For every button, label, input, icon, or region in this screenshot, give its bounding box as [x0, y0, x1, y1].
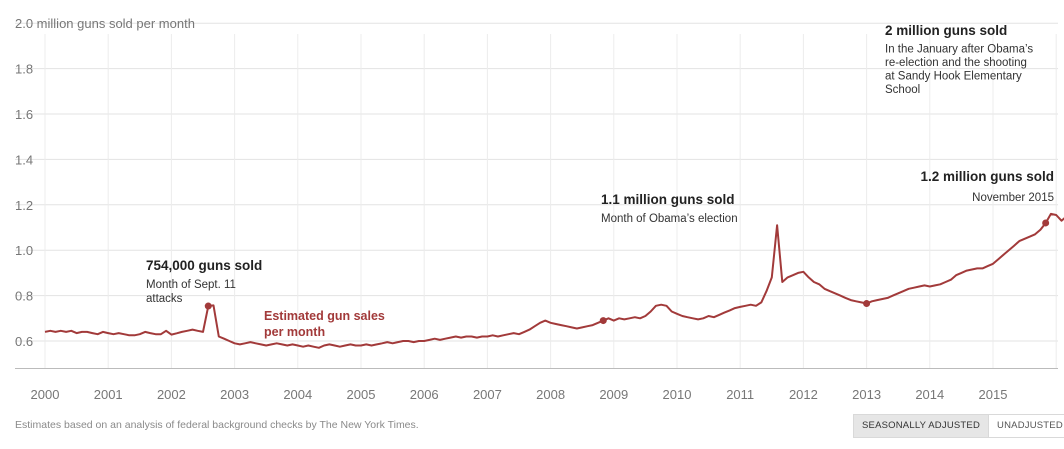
x-tick-label: 2012	[789, 387, 818, 402]
annotation-note-sept11: Month of Sept. 11	[146, 279, 236, 291]
x-tick-labels: 2000 2001 2002 2003 2004 2005 2006 2007 2008 2009…	[31, 387, 1008, 402]
annotation-note-election: Month of Obama’s election	[601, 213, 738, 225]
y-tick-label: 0.6	[15, 334, 33, 349]
series-label-line2: per month	[264, 325, 325, 339]
x-tick-label: 2003	[220, 387, 249, 402]
y-tick-label: 1.0	[15, 243, 33, 258]
y-tick-label: 1.6	[15, 107, 33, 122]
x-tick-label: 2002	[157, 387, 186, 402]
y-tick-label: 1.8	[15, 62, 33, 77]
x-tick-label: 2006	[410, 387, 439, 402]
series-label-line1: Estimated gun sales	[264, 309, 385, 323]
seasonally-adjusted-button[interactable]: SEASONALLY ADJUSTED	[854, 415, 989, 437]
annotation-dot-election	[599, 317, 607, 325]
x-tick-label: 2011	[726, 387, 754, 402]
annotation-note-sandyhook: at Sandy Hook Elementary	[885, 71, 1022, 83]
annotation-title-nov2015: 1.2 million guns sold	[920, 169, 1054, 184]
annotation-dot-sandyhook	[863, 300, 871, 308]
x-tick-label: 2004	[283, 387, 312, 402]
gridlines	[15, 22, 1058, 369]
annotation-note-sandyhook: School	[885, 84, 920, 96]
x-tick-label: 2009	[599, 387, 628, 402]
x-tick-label: 2013	[852, 387, 881, 402]
y-tick-labels: 1.8 1.6 1.4 1.2 1.0 0.8 0.6	[15, 62, 33, 349]
annotation-note-nov2015: November 2015	[972, 192, 1054, 204]
x-tick-label: 2010	[663, 387, 692, 402]
unadjusted-button[interactable]: UNADJUSTED	[988, 415, 1064, 437]
series-line-gun-sales	[44, 212, 1064, 349]
annotation-note-sandyhook: re-election and the shooting	[885, 57, 1027, 69]
y-tick-label: 1.2	[15, 198, 33, 213]
annotation-title-election: 1.1 million guns sold	[601, 192, 735, 207]
y-axis-label: 2.0 million guns sold per month	[15, 16, 195, 31]
x-tick-label: 2008	[536, 387, 565, 402]
annotation-note-sept11: attacks	[146, 293, 183, 305]
source-note: Estimates based on an analysis of federa…	[15, 419, 419, 431]
adjustment-toggle[interactable]: SEASONALLY ADJUSTED UNADJUSTED	[853, 414, 1064, 438]
annotation-dot-nov2015	[1042, 219, 1050, 227]
y-tick-label: 1.4	[15, 152, 33, 167]
x-tick-label: 2007	[473, 387, 502, 402]
annotation-title-sept11: 754,000 guns sold	[146, 258, 262, 273]
x-tick-label: 2001	[94, 387, 123, 402]
y-tick-label: 0.8	[15, 289, 33, 304]
x-tick-label: 2015	[979, 387, 1008, 402]
annotation-title-sandyhook: 2 million guns sold	[885, 23, 1007, 38]
annotations: 754,000 guns sold Month of Sept. 11 attack…	[146, 23, 1054, 325]
annotation-note-sandyhook: In the January after Obama’s	[885, 44, 1033, 56]
x-tick-label: 2005	[347, 387, 376, 402]
x-tick-label: 2014	[915, 387, 944, 402]
x-tick-label: 2000	[31, 387, 60, 402]
annotation-dot-sept11	[204, 302, 212, 310]
